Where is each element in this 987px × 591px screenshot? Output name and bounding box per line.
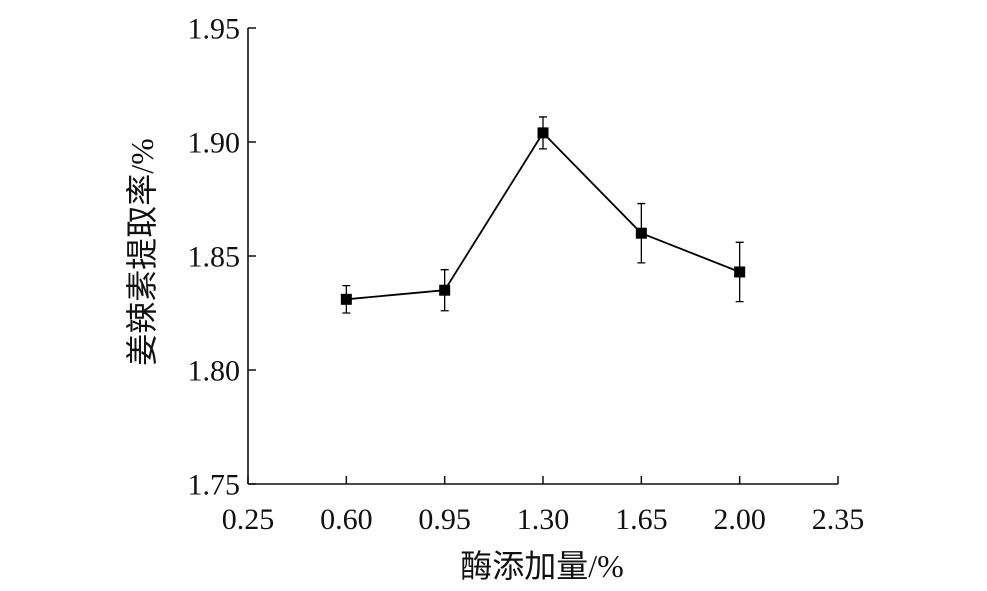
y-tick-label: 1.85 <box>188 241 241 274</box>
data-point <box>537 127 549 139</box>
x-tick-label: 1.30 <box>517 503 570 536</box>
axis-ticks: 0.25 0.60 0.95 1.30 1.65 2.00 2.35 1.75 1.80 1.85… <box>188 13 865 537</box>
data-point <box>635 227 647 239</box>
x-tick-label: 0.25 <box>222 503 275 536</box>
y-axis-label: 姜辣素提取率/% <box>124 138 160 366</box>
x-tick-label: 2.35 <box>812 503 865 536</box>
x-tick-label: 2.00 <box>713 503 766 536</box>
data-point <box>734 266 746 278</box>
y-tick-label: 1.75 <box>188 469 241 502</box>
x-axis-label: 酶添加量/% <box>460 548 624 584</box>
x-tick-label: 0.95 <box>418 503 471 536</box>
y-tick-label: 1.95 <box>188 13 241 46</box>
y-tick-label: 1.90 <box>188 127 241 160</box>
x-tick-label: 0.60 <box>320 503 373 536</box>
y-tick-label: 1.80 <box>188 355 241 388</box>
data-point <box>340 293 352 305</box>
data-point <box>439 284 451 296</box>
x-tick-label: 1.65 <box>615 503 668 536</box>
series-layer <box>340 116 746 314</box>
